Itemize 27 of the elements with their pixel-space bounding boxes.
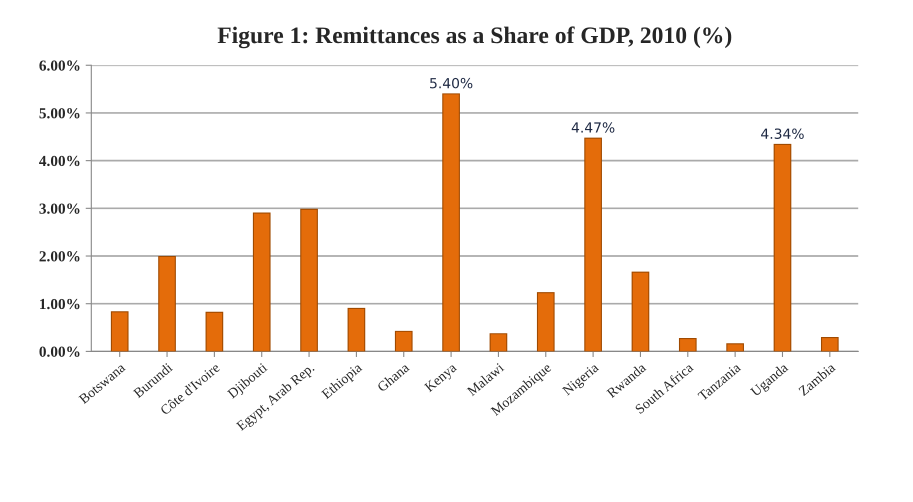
bar bbox=[584, 138, 602, 352]
bar bbox=[158, 256, 176, 352]
bar bbox=[300, 208, 318, 352]
bar bbox=[252, 212, 271, 352]
bar bbox=[110, 311, 129, 352]
bar bbox=[394, 330, 413, 352]
y-tick-label: 3.00% bbox=[39, 203, 80, 214]
data-label: 4.34% bbox=[761, 128, 804, 139]
y-tick-label: 4.00% bbox=[39, 156, 80, 166]
bar bbox=[632, 272, 650, 352]
bar bbox=[774, 144, 792, 352]
bar bbox=[726, 343, 744, 352]
bar bbox=[348, 308, 366, 352]
y-tick-label: 0.00% bbox=[39, 346, 80, 357]
bar bbox=[490, 333, 508, 352]
bar bbox=[678, 338, 697, 352]
bar bbox=[820, 337, 839, 352]
chart-title: Figure 1: Remittances as a Share of GDP, 2010 (%) bbox=[218, 26, 732, 48]
bar bbox=[442, 93, 460, 352]
y-tick-label: 2.00% bbox=[40, 251, 80, 262]
y-tick-label: 1.00% bbox=[40, 298, 80, 310]
y-tick-label: 6.00% bbox=[39, 60, 80, 71]
y-tick-label: 5.00% bbox=[39, 108, 80, 118]
bar bbox=[536, 292, 555, 352]
data-label: 5.40% bbox=[430, 78, 472, 88]
data-label: 4.47% bbox=[572, 122, 614, 133]
bar bbox=[206, 312, 224, 352]
